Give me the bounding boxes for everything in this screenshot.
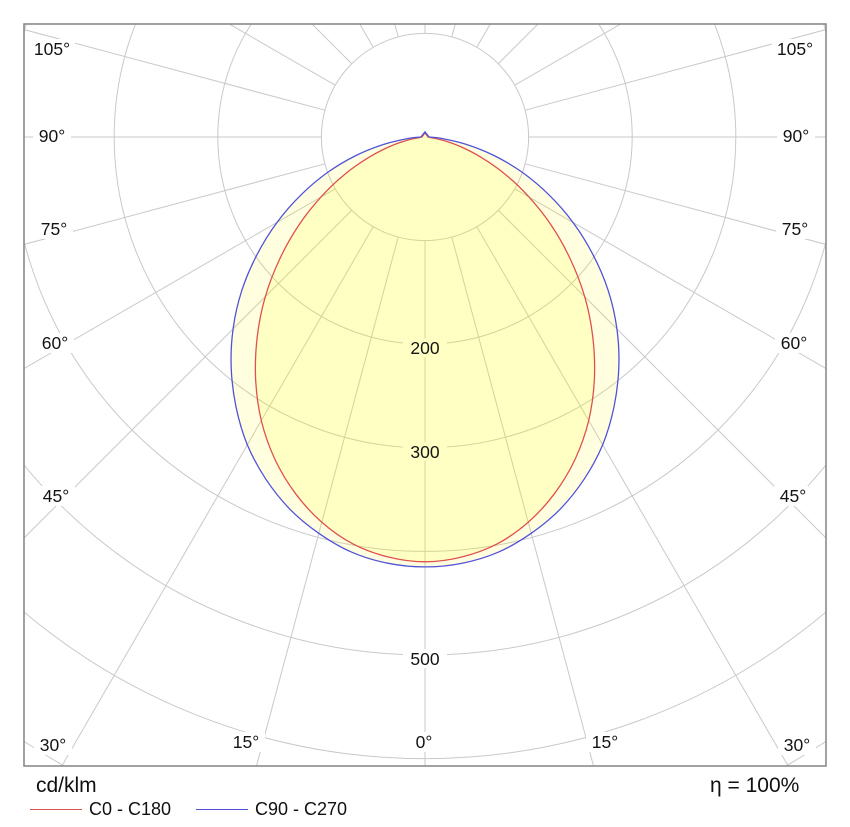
curve-c0-c180 bbox=[254, 131, 596, 563]
label-knockout bbox=[403, 441, 447, 461]
angle-tick-label: 0° bbox=[416, 732, 433, 752]
legend-label-c90-c270: C90 - C270 bbox=[255, 798, 348, 819]
angle-tick-label: 30° bbox=[784, 735, 810, 755]
label-knockout bbox=[403, 338, 447, 358]
angle-tick-label: 105° bbox=[777, 39, 813, 59]
label-knockout bbox=[36, 333, 74, 353]
angle-grid-ray bbox=[524, 163, 826, 245]
radial-tick-label: 300 bbox=[410, 442, 439, 462]
angle-grid-ray bbox=[514, 188, 826, 370]
angle-tick-label: 105° bbox=[34, 39, 70, 59]
label-knockout bbox=[776, 219, 814, 239]
angle-grid-ray bbox=[24, 29, 326, 111]
label-knockout bbox=[29, 39, 75, 59]
angle-grid-ray bbox=[524, 29, 826, 111]
angle-tick-label: 90° bbox=[39, 126, 65, 146]
label-knockout bbox=[778, 735, 816, 755]
label-knockout bbox=[777, 126, 815, 146]
chart-frame bbox=[23, 23, 827, 767]
label-knockout bbox=[774, 486, 812, 506]
angle-tick-label: 60° bbox=[781, 333, 807, 353]
angle-grid-ray bbox=[497, 209, 826, 539]
angle-tick-label: 15° bbox=[592, 732, 618, 752]
label-knockout bbox=[35, 219, 73, 239]
label-knockout bbox=[405, 732, 443, 752]
legend-line-c90-icon bbox=[196, 808, 248, 810]
legend: C0 - C180 C90 - C270 bbox=[0, 799, 850, 821]
legend-item-c0-c180: C0 - C180 bbox=[30, 799, 171, 819]
angle-tick-label: 75° bbox=[782, 219, 808, 239]
efficiency-label: η = 100% bbox=[710, 774, 800, 797]
angle-tick-labels: 105° 90° 75° 60° 45° 30° 105° 90° 75° 60° 45° 30° 15… bbox=[29, 39, 818, 755]
angle-grid-ray bbox=[61, 226, 374, 766]
legend-item-c90-c270: C90 - C270 bbox=[196, 799, 347, 819]
label-knockout bbox=[33, 126, 71, 146]
label-knockout bbox=[37, 486, 75, 506]
label-knockout bbox=[227, 732, 265, 752]
angle-tick-label: 15° bbox=[233, 732, 259, 752]
label-knockout bbox=[586, 732, 624, 752]
label-knockout bbox=[775, 333, 813, 353]
label-knockout bbox=[34, 735, 72, 755]
angle-grid-ray bbox=[24, 188, 336, 370]
legend-label-c0-c180: C0 - C180 bbox=[89, 798, 172, 819]
units-label: cd/klm bbox=[36, 774, 97, 797]
label-knockout bbox=[403, 649, 447, 668]
angle-grid-ray bbox=[24, 163, 326, 245]
radial-tick-label: 500 bbox=[410, 649, 439, 669]
angle-grid-ray bbox=[476, 226, 789, 766]
radial-tick-label: 200 bbox=[410, 338, 439, 358]
angle-tick-label: 60° bbox=[42, 333, 68, 353]
angle-tick-label: 45° bbox=[780, 486, 806, 506]
label-knockout bbox=[772, 39, 818, 59]
angle-tick-label: 45° bbox=[43, 486, 69, 506]
legend-line-c0-icon bbox=[30, 808, 82, 810]
angle-tick-label: 75° bbox=[41, 219, 67, 239]
angle-tick-label: 30° bbox=[40, 735, 66, 755]
curve-c90-c270 bbox=[230, 130, 620, 568]
angle-tick-label: 90° bbox=[783, 126, 809, 146]
radial-tick-labels: 200 300 500 bbox=[403, 338, 447, 669]
polar-intensity-chart: 105° 90° 75° 60° 45° 30° 105° 90° 75° 60° 45° 30° 15… bbox=[23, 23, 827, 767]
angle-grid-ray bbox=[24, 209, 353, 539]
